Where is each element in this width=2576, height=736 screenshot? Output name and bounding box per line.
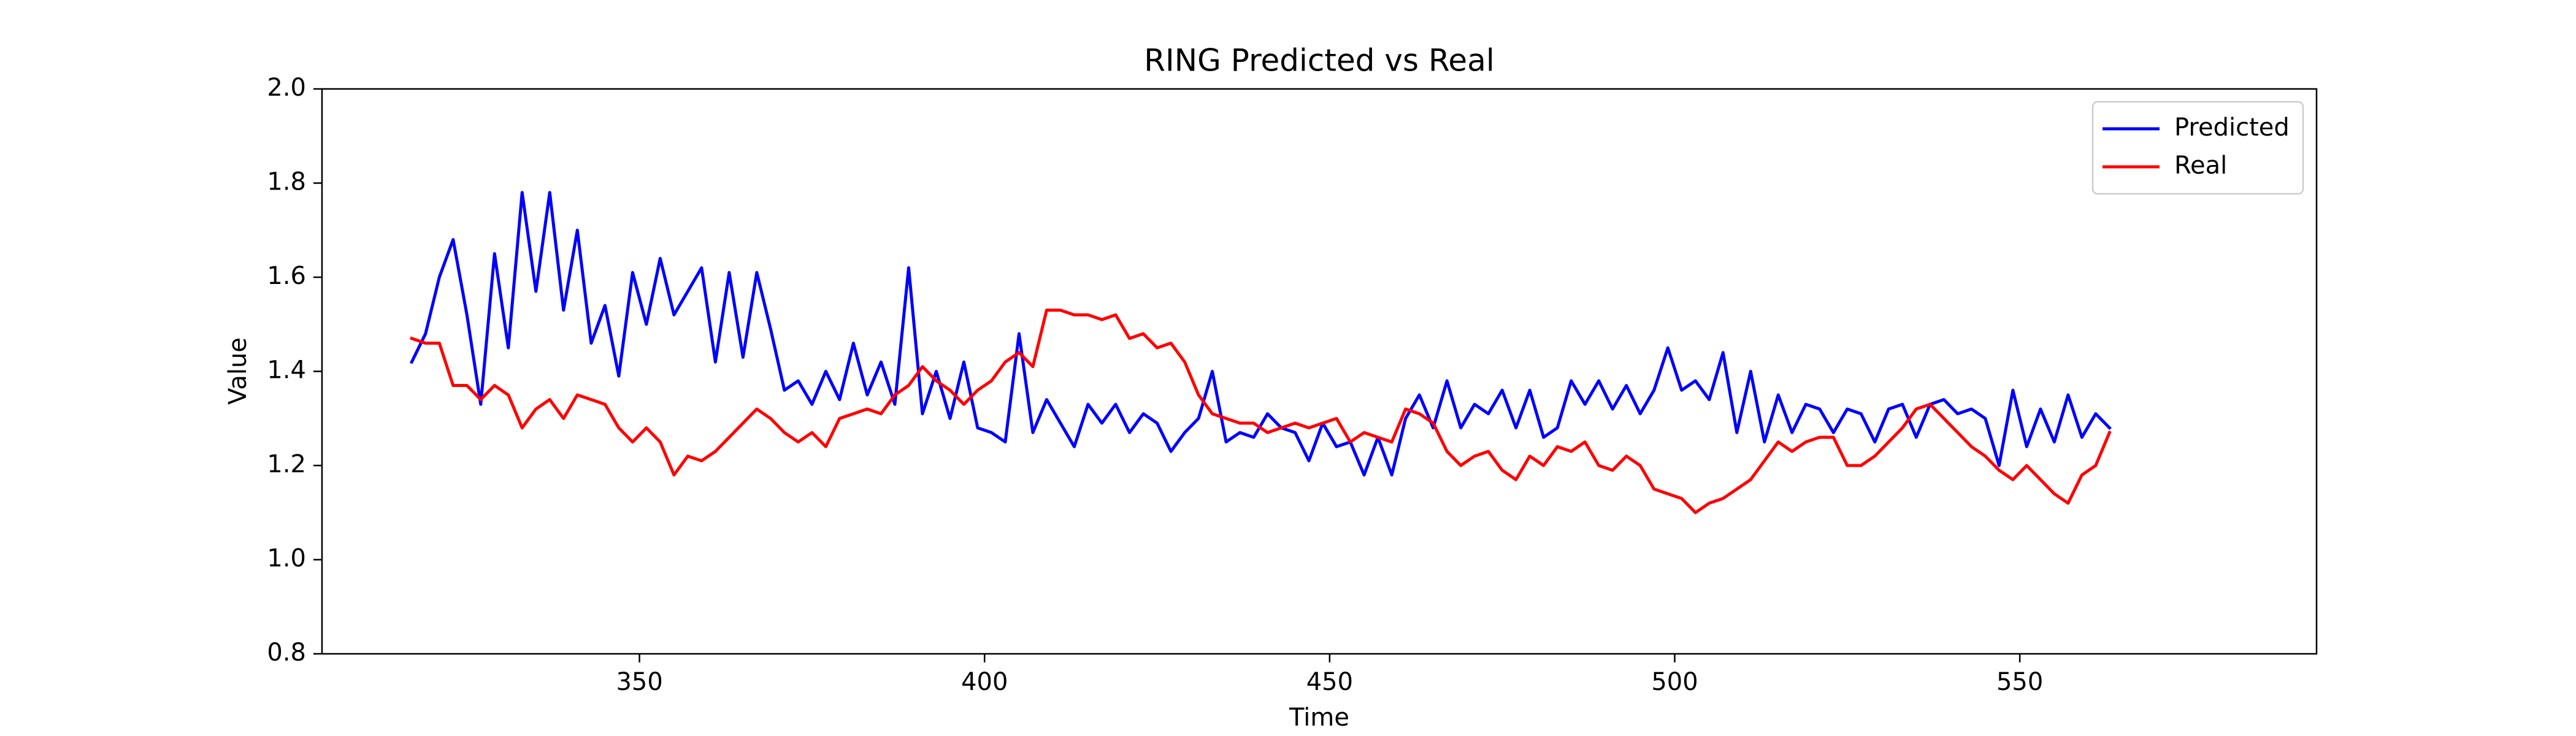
y-tick-label: 2.0	[267, 74, 306, 102]
y-tick-label: 1.6	[267, 262, 306, 290]
x-tick-label: 450	[1306, 668, 1353, 696]
legend: Predicted Real	[2091, 101, 2304, 195]
legend-label: Predicted	[2174, 113, 2290, 142]
y-tick-label: 1.4	[267, 356, 306, 385]
data-line	[410, 309, 2112, 515]
x-tick-label: 400	[961, 668, 1008, 696]
y-tick-label: 0.8	[267, 638, 306, 667]
chart-title: RING Predicted vs Real	[1144, 43, 1494, 79]
y-tick-label: 1.8	[267, 168, 306, 196]
y-tick-label: 1.0	[267, 545, 306, 573]
x-axis-label: Time	[1289, 703, 1349, 732]
plot-frame	[321, 88, 2318, 655]
legend-box	[2091, 101, 2304, 195]
y-axis-label: Value	[224, 337, 252, 405]
legend-label: Real	[2174, 151, 2227, 180]
x-tick-label: 550	[1996, 668, 2043, 696]
x-tick-label: 500	[1651, 668, 1698, 696]
y-tick-label: 1.2	[267, 450, 306, 478]
data-line	[409, 191, 2112, 477]
x-tick-label: 350	[616, 668, 662, 696]
